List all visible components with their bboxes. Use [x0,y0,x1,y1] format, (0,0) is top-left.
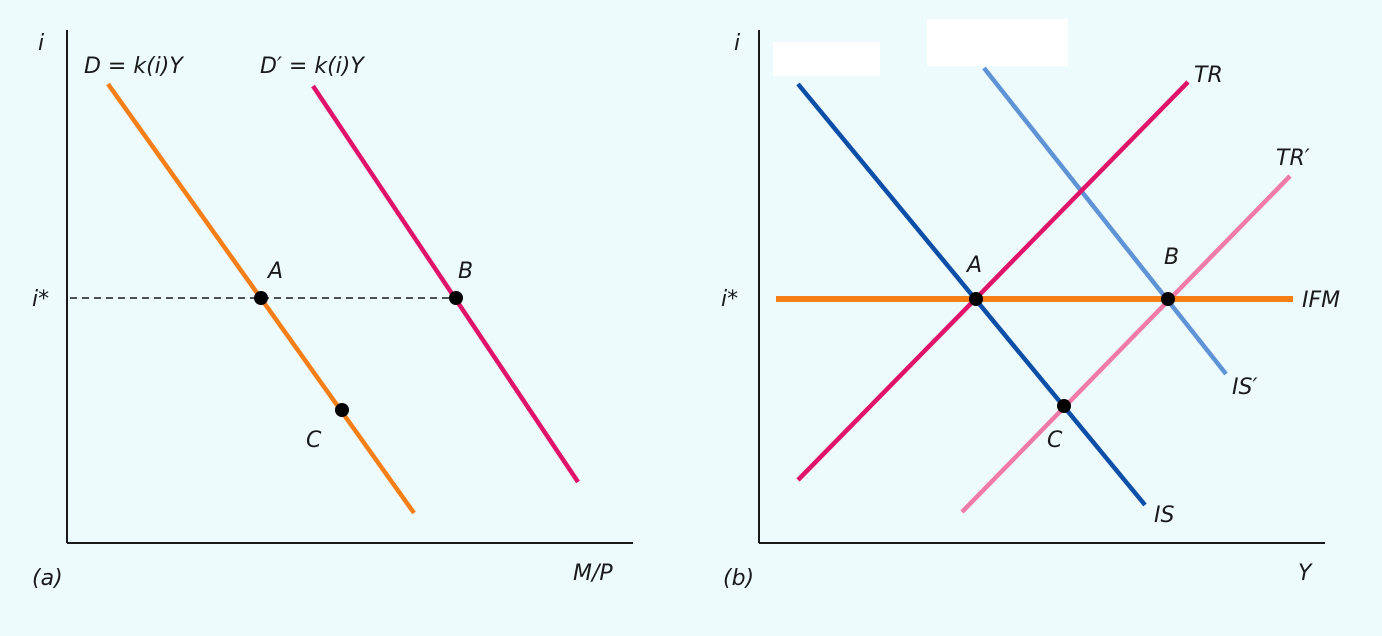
panel-a-x-axis-label: M/P [573,561,613,586]
panel-b-point-a [969,292,983,306]
panel-b-white-box-left [773,42,880,76]
curve-tr-prime [960,174,1292,514]
panel-b-point-a-label: A [965,253,982,278]
panel-a-point-a-label: A [266,259,283,284]
panel-b-x-axis-label: Y [1298,561,1313,586]
curve-is-label: IS [1154,503,1174,528]
panel-a-point-c [335,403,349,417]
panel-b-y-axis-label: i [734,31,740,56]
panel-a-y-axis-label: i [38,31,44,56]
curve-ifm-label: IFM [1302,288,1340,313]
curve-tr-label: TR [1194,63,1223,88]
curve-d-prime [311,84,580,484]
panel-b-rate-label: i* [721,287,738,312]
panel-b-point-b-label: B [1164,245,1179,270]
panel-b: i Y i* TR TR′ IFM IS′ IS A B C (b) [721,19,1340,591]
curve-tr-prime-label: TR′ [1276,146,1310,171]
panel-a-point-b [449,291,463,305]
panel-a-point-c-label: C [306,428,322,453]
curve-is-prime-label: IS′ [1232,375,1257,400]
panel-b-point-b [1161,292,1175,306]
panel-a-rate-label: i* [32,287,49,312]
panel-b-point-c [1057,399,1071,413]
panel-a-point-b-label: B [458,259,473,284]
curve-d-label: D = k(i)Y [84,54,184,79]
panel-b-white-box-right [927,19,1068,66]
panel-a-point-a [254,291,268,305]
curve-tr [796,80,1190,482]
panel-b-point-c-label: C [1047,428,1063,453]
panel-a: i M/P i* D = k(i)Y D′ = k(i)Y A B C (a) [32,30,633,591]
panel-a-caption: (a) [32,566,63,591]
curve-is-prime [982,66,1228,376]
panel-b-caption: (b) [723,566,754,591]
curve-d-prime-label: D′ = k(i)Y [260,54,365,79]
